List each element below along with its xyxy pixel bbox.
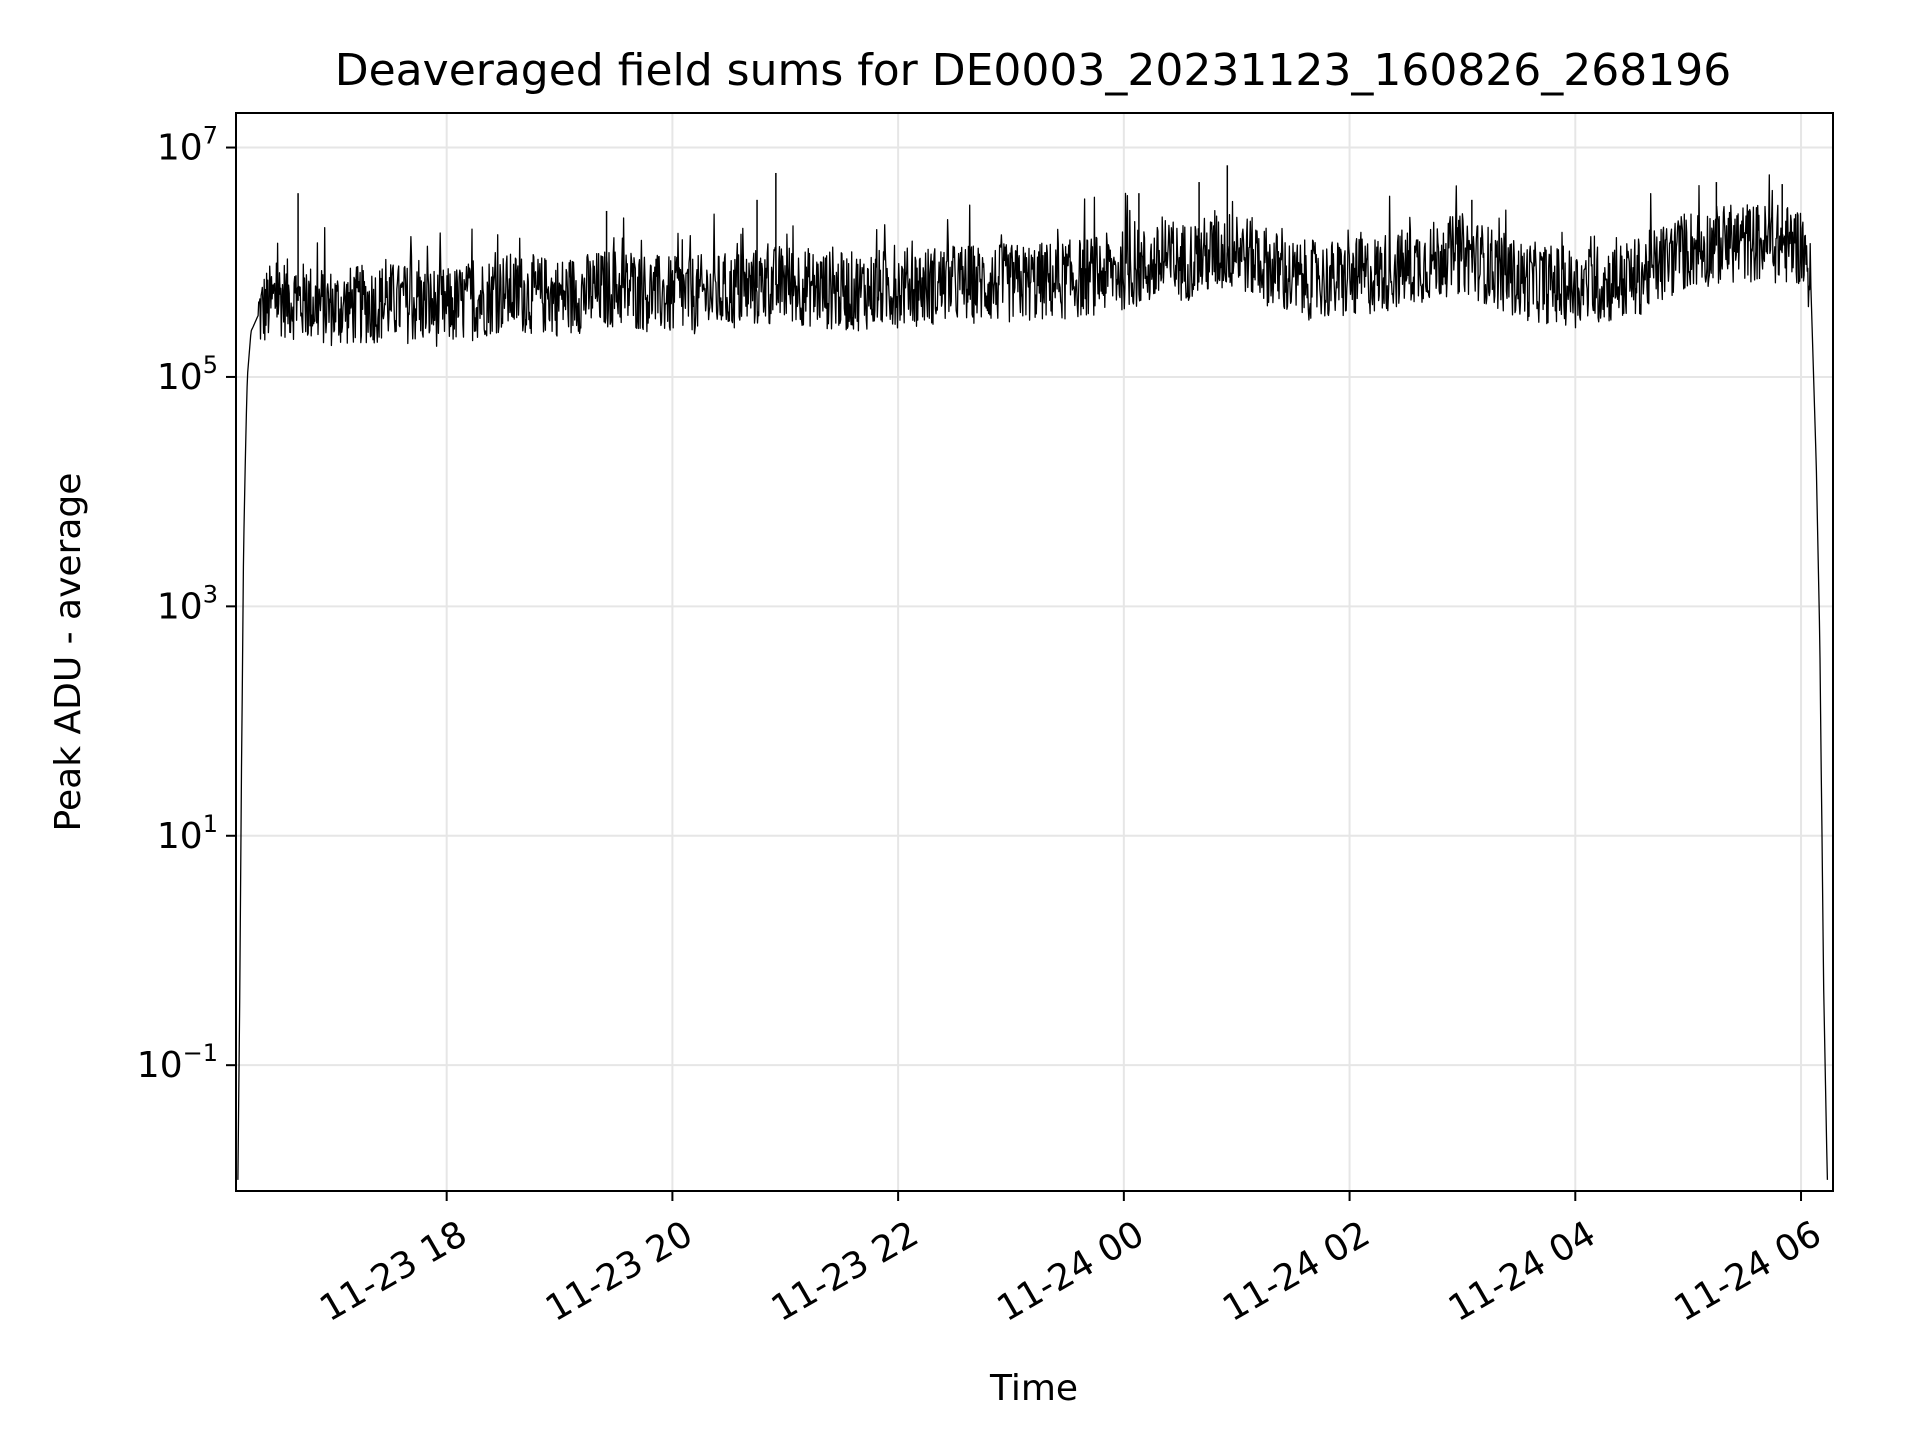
chart-title: Deaveraged field sums for DE0003_2023112… — [335, 45, 1732, 96]
axes-frame — [235, 112, 1834, 1192]
y-tick-label: 10−1 — [137, 1039, 218, 1086]
series-line — [237, 174, 1829, 1180]
y-tick-label: 107 — [157, 122, 218, 169]
y-tick-label: 101 — [157, 810, 218, 857]
y-axis: 10−1 101 103 105 107 — [137, 122, 236, 1086]
y-axis-label: Peak ADU - average — [48, 473, 89, 832]
plot-area — [237, 165, 1829, 1180]
x-axis-label: Time — [989, 1368, 1078, 1409]
y-tick-label: 105 — [157, 351, 218, 398]
y-tick-label: 103 — [157, 580, 218, 627]
